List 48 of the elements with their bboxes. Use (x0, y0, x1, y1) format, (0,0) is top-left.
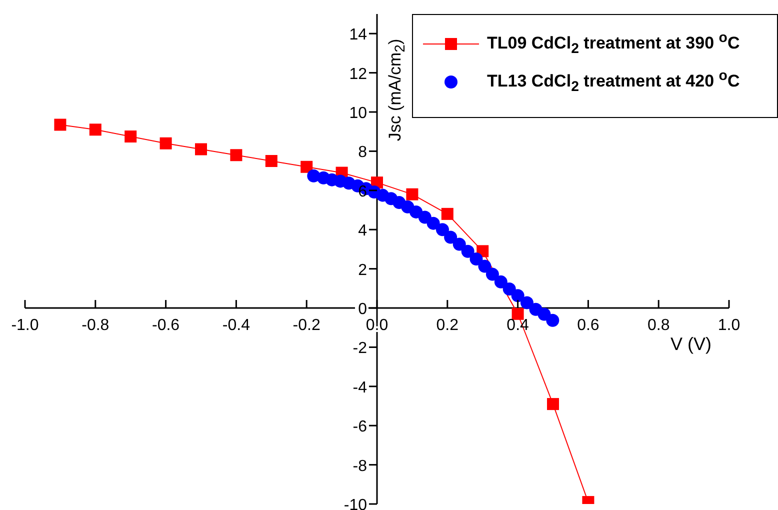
point (470, 252, 483, 266)
y-tick-label: -4 (352, 379, 368, 396)
point (436, 223, 449, 236)
x-tick-label: -1.0 (11, 317, 39, 334)
point (406, 188, 418, 200)
y-tick-label: -6 (352, 418, 368, 436)
y-tick-label: 12 (349, 66, 368, 83)
point (547, 398, 559, 410)
point (520, 296, 534, 310)
y-tick-label: 10 (349, 105, 368, 122)
point (124, 130, 137, 142)
point (452, 238, 466, 251)
x-tick-label: -0.8 (82, 317, 110, 334)
point (54, 118, 66, 131)
point (426, 216, 440, 230)
y-tick-label: -2 (352, 340, 368, 358)
x-axis-title: V (V) (670, 334, 712, 355)
y-tick-label: 4 (358, 222, 368, 240)
point (444, 230, 458, 244)
x-tick-label: 0.8 (647, 317, 670, 334)
point (546, 314, 560, 327)
x-tick-label: 1.0 (718, 317, 740, 334)
point (195, 143, 207, 156)
point (300, 160, 313, 173)
point (160, 137, 172, 150)
y-tick-label: 8 (358, 144, 368, 162)
y-tick-label: 14 (349, 26, 368, 44)
x-tick-label: -0.6 (152, 317, 180, 334)
point (265, 155, 278, 167)
y-tick-label: 2 (358, 262, 368, 279)
point (89, 124, 102, 136)
point (230, 149, 242, 162)
x-tick-label: 0.6 (577, 317, 600, 334)
legend-label: TL09 CdCl$_{2}$ treatment at 390 $^{o}$C (487, 30, 740, 58)
y-tick-label: -8 (352, 458, 368, 475)
y-tick-label: 0 (358, 301, 368, 318)
y-tick-label: -10 (344, 497, 368, 510)
point (502, 282, 516, 296)
x-tick-label: 0.2 (436, 317, 459, 334)
point (478, 260, 492, 273)
x-tick-label: -0.4 (222, 317, 250, 334)
point (511, 289, 524, 302)
x-tick-label: -0.2 (292, 317, 320, 334)
legend-label: TL13 CdCl$_{2}$ treatment at 420 $^{o}$C (487, 68, 740, 96)
point (461, 244, 474, 258)
point (441, 208, 454, 220)
point (486, 268, 499, 281)
point (494, 275, 508, 288)
